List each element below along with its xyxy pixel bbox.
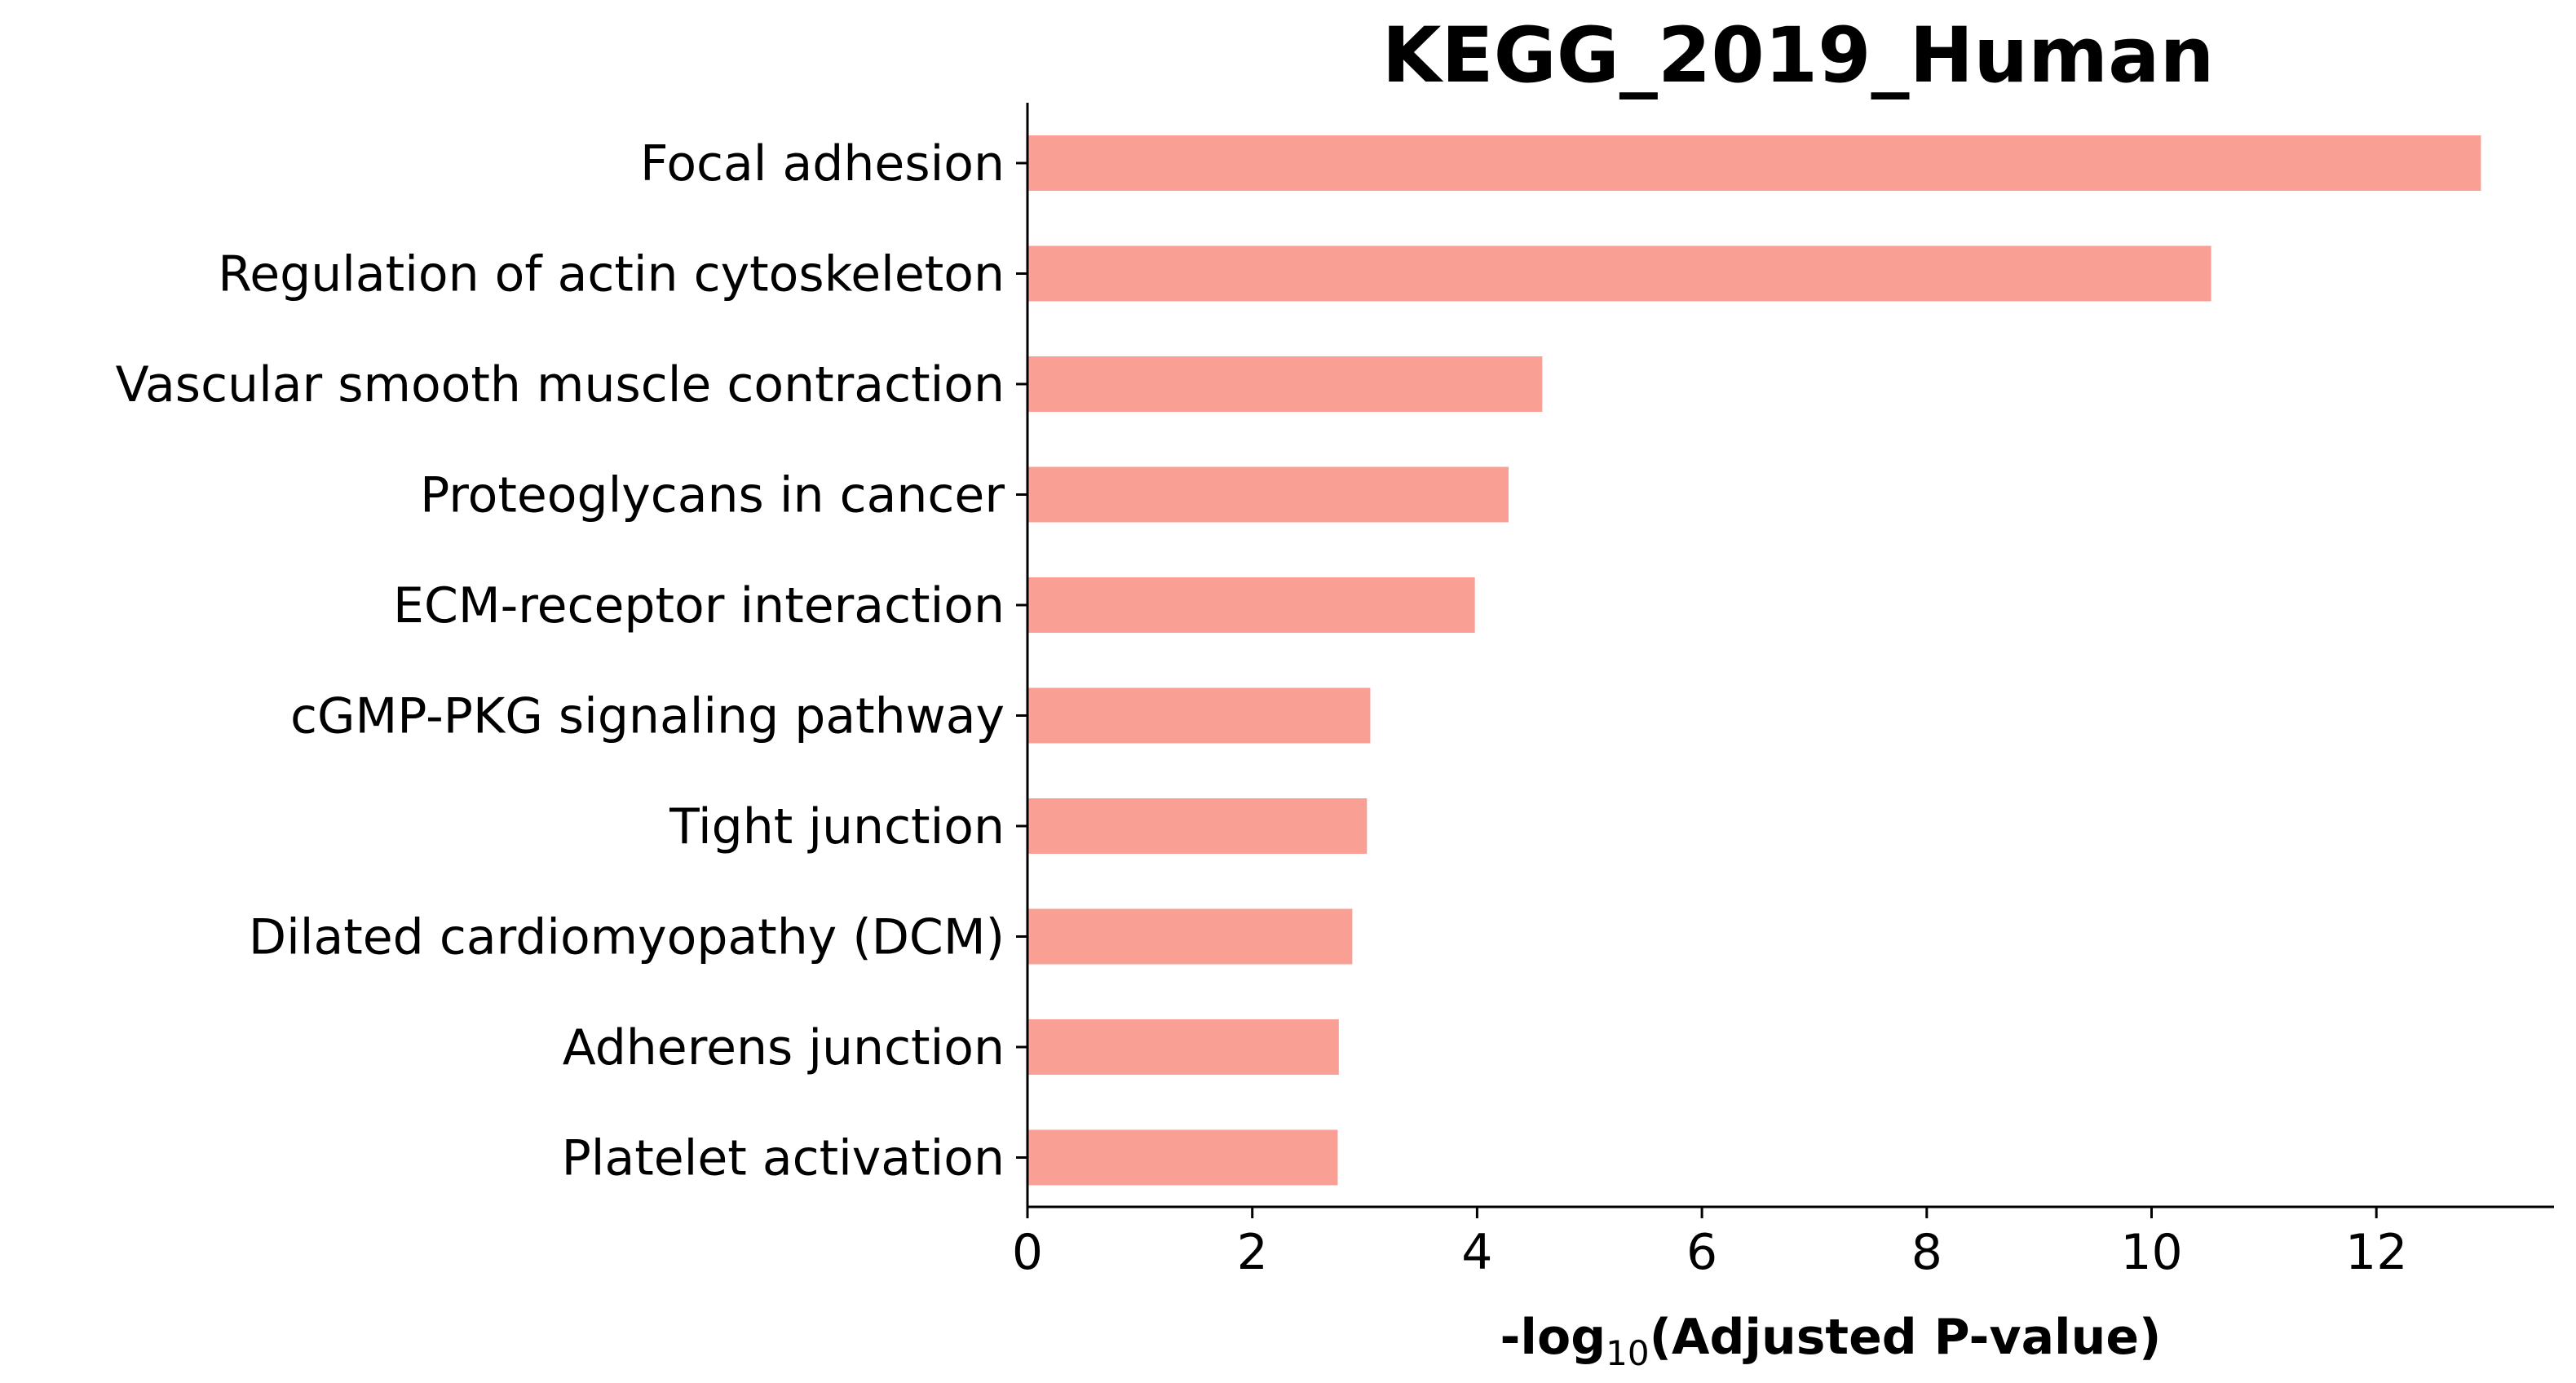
chart-title: KEGG_2019_Human xyxy=(1382,11,2215,100)
category-labels: Focal adhesion Regulation of actin cytosk… xyxy=(116,135,1027,1187)
x-axis-label: -log10(Adjusted P-value) xyxy=(1500,1309,2162,1373)
category-label: Vascular smooth muscle contraction xyxy=(116,356,1005,413)
bar xyxy=(1027,356,1543,412)
bar xyxy=(1027,1129,1338,1186)
category-label: cGMP-PKG signaling pathway xyxy=(290,688,1005,745)
bars-group xyxy=(1027,135,2481,1186)
x-tick-label: 12 xyxy=(2345,1224,2407,1281)
x-tick-label: 8 xyxy=(1911,1224,1942,1281)
x-tick-label: 6 xyxy=(1686,1224,1717,1281)
bar xyxy=(1027,135,2481,191)
x-axis-ticks: 0 2 4 6 8 10 12 xyxy=(1012,1207,2407,1281)
x-tick-label: 10 xyxy=(2120,1224,2182,1281)
bar xyxy=(1027,1019,1339,1075)
category-label: Adherens junction xyxy=(563,1019,1005,1076)
category-label: ECM-receptor interaction xyxy=(393,577,1005,634)
x-axis-label-prefix: -log xyxy=(1500,1309,1606,1366)
bar xyxy=(1027,798,1368,854)
x-axis-label-suffix: (Adjusted P-value) xyxy=(1650,1309,2162,1366)
x-tick-label: 0 xyxy=(1012,1224,1043,1281)
category-label: Regulation of actin cytoskeleton xyxy=(218,246,1005,303)
category-label: Tight junction xyxy=(669,798,1005,855)
x-tick-label: 4 xyxy=(1461,1224,1492,1281)
bar xyxy=(1027,687,1371,744)
category-label: Proteoglycans in cancer xyxy=(420,467,1005,524)
category-label: Platelet activation xyxy=(562,1130,1005,1187)
bar xyxy=(1027,908,1353,965)
bar xyxy=(1027,466,1509,523)
x-axis-label-subscript: 10 xyxy=(1606,1333,1649,1373)
x-tick-label: 2 xyxy=(1237,1224,1268,1281)
category-label: Dilated cardiomyopathy (DCM) xyxy=(249,909,1005,966)
category-label: Focal adhesion xyxy=(640,135,1005,192)
bar xyxy=(1027,577,1475,633)
bar xyxy=(1027,245,2211,302)
